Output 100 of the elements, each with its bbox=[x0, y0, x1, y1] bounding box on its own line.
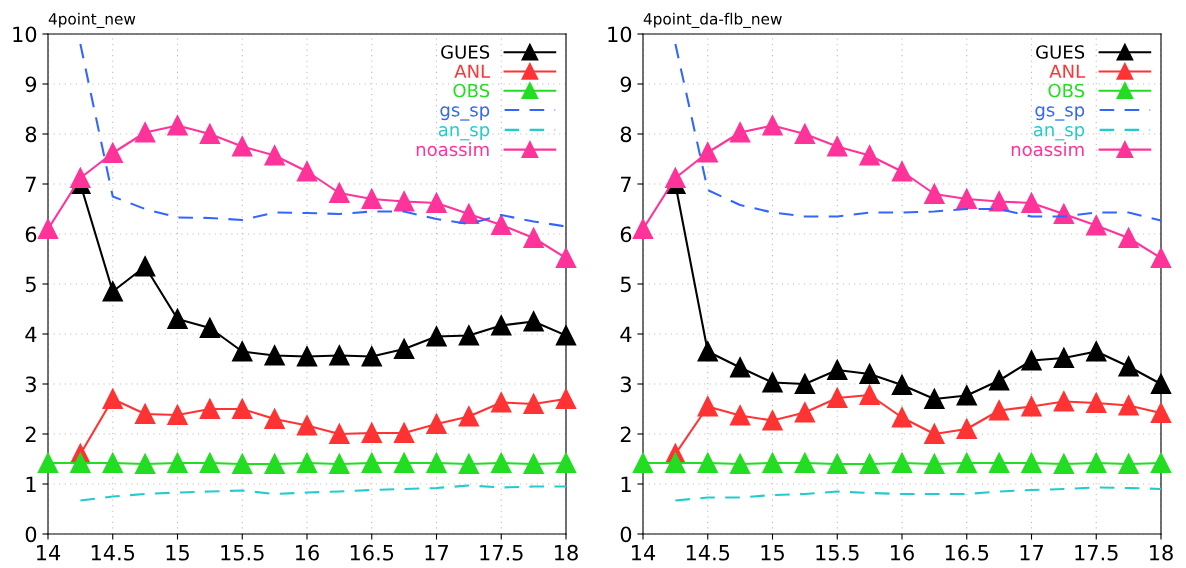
y-tick-label: 6 bbox=[620, 226, 632, 243]
point bbox=[859, 145, 880, 166]
y-tick-label: 9 bbox=[620, 76, 632, 93]
point bbox=[859, 453, 880, 475]
point bbox=[924, 183, 945, 205]
point bbox=[264, 145, 285, 166]
point bbox=[491, 315, 512, 336]
point bbox=[632, 218, 654, 240]
point bbox=[361, 346, 382, 367]
point bbox=[697, 396, 718, 417]
chart-title: 4point_new bbox=[48, 12, 136, 28]
point bbox=[762, 410, 783, 431]
legend-label: ANL bbox=[454, 64, 491, 78]
legend-label: gs_sp bbox=[1035, 106, 1085, 121]
x-tick-label: 16 bbox=[891, 544, 914, 561]
point bbox=[1021, 396, 1042, 417]
point bbox=[232, 453, 253, 475]
point bbox=[167, 115, 188, 136]
line-series bbox=[79, 484, 568, 502]
point bbox=[329, 423, 350, 445]
point bbox=[135, 403, 156, 425]
point bbox=[697, 142, 718, 163]
point bbox=[1150, 247, 1172, 269]
point bbox=[1053, 453, 1074, 475]
point bbox=[329, 453, 350, 475]
y-tick-label: 1 bbox=[621, 476, 631, 492]
point bbox=[426, 452, 447, 474]
point bbox=[730, 405, 751, 426]
point bbox=[555, 247, 577, 269]
point bbox=[989, 452, 1010, 474]
point bbox=[1086, 215, 1107, 236]
legend-label: ANL bbox=[1049, 64, 1086, 78]
point bbox=[264, 345, 285, 366]
point bbox=[232, 136, 253, 157]
y-tick-label: 5 bbox=[25, 276, 36, 293]
point bbox=[1086, 452, 1107, 474]
point bbox=[199, 452, 220, 474]
point bbox=[296, 452, 318, 474]
point bbox=[102, 388, 123, 410]
point bbox=[891, 161, 913, 182]
point bbox=[1150, 452, 1172, 474]
point bbox=[891, 374, 913, 396]
point bbox=[762, 115, 783, 136]
point bbox=[232, 341, 253, 362]
point bbox=[329, 345, 350, 366]
y-tick-label: 8 bbox=[620, 126, 632, 143]
point bbox=[426, 192, 447, 214]
point bbox=[924, 423, 945, 445]
legend-label: OBS bbox=[1048, 83, 1085, 98]
y-tick-label: 2 bbox=[620, 426, 631, 442]
y-tick-label: 1 bbox=[26, 476, 36, 492]
point bbox=[135, 256, 156, 277]
legend-label: noassim bbox=[1011, 142, 1084, 157]
y-tick-label: 3 bbox=[25, 376, 36, 393]
x-tick-label: 17 bbox=[1020, 545, 1043, 561]
point bbox=[956, 452, 977, 474]
point bbox=[361, 188, 382, 210]
y-tick-label: 7 bbox=[621, 176, 631, 192]
point bbox=[135, 122, 156, 143]
point bbox=[859, 384, 880, 406]
x-tick-label: 18 bbox=[1150, 544, 1173, 561]
point bbox=[1118, 227, 1139, 249]
point bbox=[956, 188, 977, 210]
point bbox=[989, 400, 1010, 421]
point bbox=[827, 453, 848, 475]
point bbox=[1053, 347, 1074, 369]
point bbox=[1086, 392, 1107, 414]
point bbox=[426, 326, 447, 347]
point bbox=[70, 167, 91, 189]
point bbox=[296, 415, 318, 436]
point bbox=[555, 325, 577, 346]
point bbox=[167, 308, 188, 330]
point bbox=[523, 453, 544, 475]
point bbox=[394, 191, 415, 212]
point bbox=[924, 388, 945, 410]
point bbox=[491, 452, 512, 474]
x-tick-label: 16.5 bbox=[350, 544, 394, 561]
point bbox=[37, 452, 59, 474]
point bbox=[989, 370, 1010, 391]
point bbox=[859, 363, 880, 385]
x-tick-label: 16 bbox=[296, 544, 319, 561]
point bbox=[730, 122, 751, 143]
point bbox=[1053, 391, 1074, 412]
point bbox=[1021, 192, 1042, 214]
x-tick-label: 14.5 bbox=[91, 545, 135, 561]
chart-title: 4point_da-flb_new bbox=[643, 12, 782, 28]
point bbox=[827, 387, 848, 409]
point bbox=[794, 123, 815, 145]
point bbox=[296, 161, 318, 182]
y-tick-label: 9 bbox=[25, 76, 37, 93]
y-tick-label: 10 bbox=[13, 26, 37, 43]
point bbox=[1086, 341, 1107, 362]
y-tick-label: 10 bbox=[608, 26, 632, 43]
point bbox=[989, 191, 1010, 212]
point bbox=[523, 393, 544, 415]
point bbox=[458, 453, 479, 475]
point bbox=[394, 422, 415, 444]
point bbox=[102, 452, 123, 474]
x-tick-label: 14 bbox=[37, 545, 61, 561]
x-tick-label: 15.5 bbox=[221, 545, 264, 561]
